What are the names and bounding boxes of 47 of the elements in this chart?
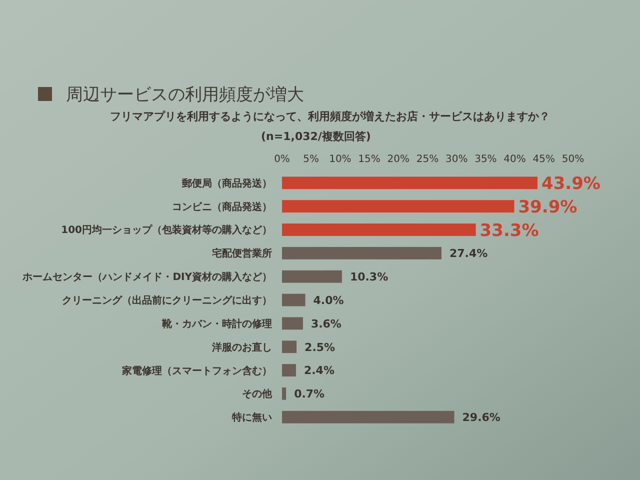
bar bbox=[282, 200, 514, 213]
data-label: 3.6% bbox=[310, 317, 342, 330]
y-tick-label: 洋服のお直し bbox=[211, 341, 272, 354]
data-label: 29.6% bbox=[462, 411, 500, 424]
x-tick-label: 40% bbox=[504, 154, 526, 165]
x-tick-label: 20% bbox=[387, 154, 410, 165]
y-tick-label: 家電修理（スマートフォン含む） bbox=[121, 364, 272, 377]
x-tick-label: 10% bbox=[329, 154, 352, 165]
y-tick-label: ホームセンター（ハンドメイド・DIY資材の購入など） bbox=[22, 271, 272, 284]
bar bbox=[282, 340, 297, 354]
data-label: 27.4% bbox=[449, 247, 488, 260]
bar bbox=[282, 387, 286, 400]
x-tick-label: 5% bbox=[303, 154, 320, 165]
y-tick-label: 靴・カバン・時計の修理 bbox=[161, 318, 272, 330]
bar bbox=[282, 294, 306, 306]
data-label: 2.4% bbox=[304, 364, 334, 378]
chart-subtitle: フリマアプリを利用するようになって、利用頻度が増えたお店・サービスはありますか？ bbox=[110, 110, 550, 123]
x-tick-label: 30% bbox=[445, 154, 468, 165]
data-label: 33.3% bbox=[480, 220, 539, 241]
y-tick-label: その他 bbox=[242, 388, 273, 400]
text: (n=1,032/複数回答) bbox=[261, 130, 371, 143]
bar bbox=[282, 410, 454, 424]
bar bbox=[282, 224, 476, 236]
bar bbox=[282, 364, 296, 376]
x-tick-label: 50% bbox=[562, 154, 584, 165]
x-tick-label: 35% bbox=[474, 154, 497, 165]
data-label: 10.3% bbox=[350, 270, 388, 284]
y-tick-label: 100円均一ショップ（包装資材等の購入など） bbox=[61, 224, 272, 236]
bar bbox=[282, 246, 442, 260]
data-label: 43.9% bbox=[542, 174, 600, 194]
y-tick-label: コンビニ（商品発送） bbox=[172, 200, 272, 213]
bar bbox=[282, 270, 342, 283]
x-tick-label: 15% bbox=[358, 154, 380, 165]
y-tick-label: 郵便局（商品発送） bbox=[181, 177, 272, 190]
data-label: 0.7% bbox=[294, 388, 325, 401]
x-tick-label: 25% bbox=[416, 154, 439, 165]
data-label: 4.0% bbox=[313, 294, 344, 307]
y-tick-label: 特に無い bbox=[231, 412, 272, 424]
bar bbox=[282, 176, 538, 190]
y-tick-label: クリーニング（出品前にクリーニングに出す） bbox=[62, 294, 272, 306]
bar bbox=[282, 317, 303, 330]
x-tick-label: 45% bbox=[532, 154, 556, 165]
chart-title: 周辺サービスの利用頻度が増大 bbox=[66, 85, 304, 105]
y-tick-label: 宅配便営業所 bbox=[212, 248, 272, 260]
data-label: 39.9% bbox=[518, 197, 578, 218]
x-tick-label: 0% bbox=[274, 154, 290, 165]
data-label: 2.5% bbox=[304, 340, 336, 354]
